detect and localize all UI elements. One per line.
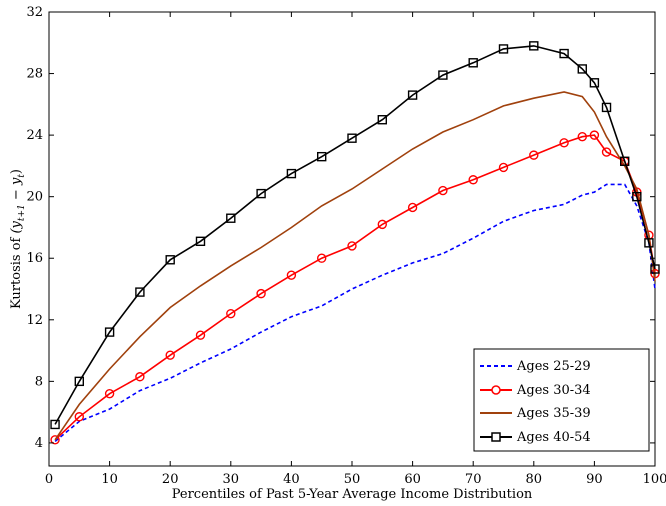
x-axis-title: Percentiles of Past 5-Year Average Incom… xyxy=(172,487,533,502)
data-point-ages-30-34 xyxy=(601,147,612,157)
data-point-ages-40-54 xyxy=(50,419,60,430)
x-tick-label: 20 xyxy=(162,472,179,487)
y-tick-label: 4 xyxy=(35,436,43,451)
legend-label-ages-25-29: Ages 25-29 xyxy=(516,359,591,374)
data-point-ages-30-34 xyxy=(74,412,85,422)
data-point-ages-40-54 xyxy=(256,188,266,199)
data-point-ages-40-54 xyxy=(135,287,145,297)
data-point-ages-40-54 xyxy=(644,238,654,248)
data-point-ages-30-34 xyxy=(498,162,509,173)
data-point-ages-30-34 xyxy=(438,185,448,196)
legend-label-ages-30-34: Ages 30-34 xyxy=(516,383,591,398)
y-tick-label: 24 xyxy=(26,128,43,143)
x-tick-label: 80 xyxy=(526,472,543,487)
y-tick-label: 12 xyxy=(26,313,43,328)
data-point-ages-40-54 xyxy=(468,58,478,68)
legend: Ages 25-29 Ages 30-34 Ages 35-39 Ages 40… xyxy=(473,348,650,452)
data-point-ages-40-54 xyxy=(529,41,539,51)
data-point-ages-40-54 xyxy=(317,151,327,162)
data-point-ages-30-34 xyxy=(226,308,236,319)
y-tick-label: 28 xyxy=(26,67,43,82)
y-tick-label: 20 xyxy=(26,190,43,205)
data-point-ages-40-54 xyxy=(559,48,569,59)
legend-entry-ages-40-54: Ages 40-54 xyxy=(480,430,591,445)
data-point-ages-40-54 xyxy=(74,376,85,387)
data-point-ages-40-54 xyxy=(498,44,509,54)
data-point-ages-40-54 xyxy=(601,102,612,113)
data-point-ages-40-54 xyxy=(165,255,175,265)
data-point-ages-40-54 xyxy=(650,264,660,274)
data-point-ages-40-54 xyxy=(632,191,642,202)
data-point-ages-30-34 xyxy=(165,350,175,360)
data-point-ages-40-54 xyxy=(407,90,418,100)
y-axis-title: Kurtosis of (yt+1 − yt) xyxy=(9,169,27,309)
data-point-ages-40-54 xyxy=(226,213,236,223)
data-point-ages-40-54 xyxy=(438,70,448,80)
x-tick-label: 0 xyxy=(45,472,53,487)
y-tick-label: 8 xyxy=(35,374,43,389)
data-point-ages-30-34 xyxy=(407,202,418,213)
data-point-ages-30-34 xyxy=(50,435,60,445)
data-point-ages-30-34 xyxy=(195,330,206,340)
data-point-ages-30-34 xyxy=(256,288,266,299)
series-line-ages-25-29 xyxy=(54,183,656,443)
data-point-ages-40-54 xyxy=(347,133,357,143)
data-point-ages-30-34 xyxy=(347,241,357,251)
legend-entry-ages-30-34: Ages 30-34 xyxy=(480,383,591,398)
legend-label-ages-35-39: Ages 35-39 xyxy=(516,406,591,421)
data-point-ages-40-54 xyxy=(104,327,115,337)
data-point-ages-40-54 xyxy=(589,78,600,88)
legend-marker-ages-40-54 xyxy=(491,432,501,442)
x-tick-label: 30 xyxy=(223,472,240,487)
legend-label-ages-40-54: Ages 40-54 xyxy=(516,430,591,445)
x-tick-label: 70 xyxy=(465,472,482,487)
series-line-ages-35-39 xyxy=(54,91,656,441)
y-tick-label: 32 xyxy=(26,5,43,20)
y-tick-label: 16 xyxy=(26,251,43,266)
legend-entry-ages-25-29: Ages 25-29 xyxy=(480,359,591,374)
data-point-ages-40-54 xyxy=(620,156,630,166)
data-point-ages-30-34 xyxy=(135,372,145,382)
x-tick-label: 40 xyxy=(283,472,300,487)
data-point-ages-40-54 xyxy=(377,115,387,125)
data-point-ages-40-54 xyxy=(195,236,206,247)
data-point-ages-30-34 xyxy=(104,388,115,399)
data-point-ages-30-34 xyxy=(577,131,587,142)
x-tick-label: 50 xyxy=(344,472,361,487)
legend-entry-ages-35-39: Ages 35-39 xyxy=(480,406,591,421)
data-point-ages-30-34 xyxy=(468,175,478,185)
data-point-ages-30-34 xyxy=(559,138,569,148)
data-point-ages-40-54 xyxy=(286,168,297,179)
data-point-ages-30-34 xyxy=(377,219,387,230)
data-point-ages-40-54 xyxy=(577,64,587,74)
x-tick-label: 90 xyxy=(586,472,603,487)
data-point-ages-30-34 xyxy=(529,150,539,160)
series-line-ages-40-54 xyxy=(54,45,656,425)
data-point-ages-30-34 xyxy=(286,270,297,280)
legend-marker-ages-30-34 xyxy=(491,385,501,395)
series-layer xyxy=(50,41,660,445)
data-point-ages-30-34 xyxy=(589,130,600,140)
axes-layer: 0 10 20 30 40 50 60 70 80 90 100 4 8 12 16 20 24 28 32 xyxy=(26,5,666,487)
data-point-ages-30-34 xyxy=(317,253,327,263)
x-tick-label: 10 xyxy=(101,472,118,487)
series-line-ages-30-34 xyxy=(54,134,656,441)
x-tick-label: 100 xyxy=(643,472,666,487)
x-tick-label: 60 xyxy=(404,472,421,487)
